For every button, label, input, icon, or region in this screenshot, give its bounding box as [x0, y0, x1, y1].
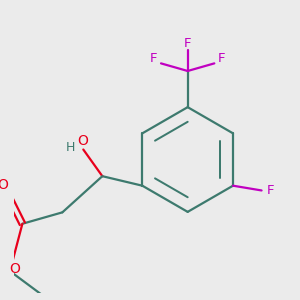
Text: O: O	[0, 178, 8, 192]
Text: O: O	[77, 134, 88, 148]
Text: F: F	[218, 52, 226, 65]
Text: F: F	[150, 52, 157, 65]
Text: H: H	[65, 141, 75, 154]
Text: F: F	[184, 37, 191, 50]
Text: F: F	[266, 184, 274, 197]
Text: O: O	[9, 262, 20, 277]
